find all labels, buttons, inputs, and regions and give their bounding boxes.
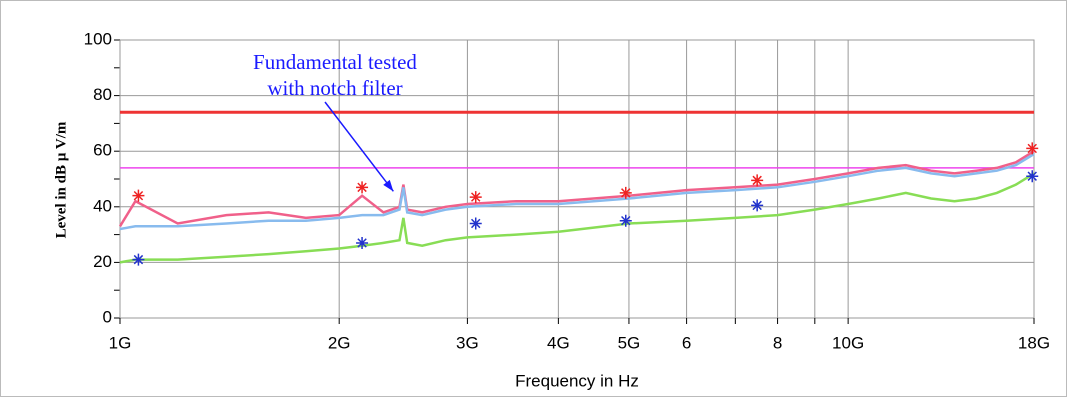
x-tick-label: 4G xyxy=(547,333,570,352)
x-tick-label: 2G xyxy=(328,333,351,352)
x-tick-label: 18G xyxy=(1018,333,1050,352)
y-tick-label: 100 xyxy=(84,29,112,48)
marker xyxy=(132,253,145,266)
marker xyxy=(469,217,482,230)
trace xyxy=(119,172,1035,264)
annotation-arrow xyxy=(324,101,394,192)
y-tick-label: 20 xyxy=(93,252,112,271)
x-tick-label: 8 xyxy=(773,333,782,352)
y-tick-label: 40 xyxy=(93,196,112,215)
x-tick-label: 6 xyxy=(682,333,691,352)
annotation: with notch filter xyxy=(267,76,402,100)
trace xyxy=(118,150,1035,227)
marker xyxy=(356,236,369,249)
y-tick-label: 0 xyxy=(103,307,112,326)
y-tick-label: 80 xyxy=(93,85,112,104)
y-axis-label: Level in dB µ V/m xyxy=(53,121,69,238)
marker xyxy=(619,186,632,199)
marker xyxy=(356,181,369,194)
x-tick-label: 10G xyxy=(832,333,864,352)
marker xyxy=(1026,142,1039,155)
x-tick-label: 3G xyxy=(456,333,479,352)
x-tick-label: 1G xyxy=(109,333,132,352)
x-tick-label: 5G xyxy=(618,333,641,352)
marker xyxy=(1026,170,1039,183)
plot-area xyxy=(119,39,1035,319)
marker xyxy=(132,189,145,202)
marker xyxy=(751,199,764,212)
marker xyxy=(469,191,482,204)
marker xyxy=(619,214,632,227)
x-axis-label: Frequency in Hz xyxy=(515,371,639,390)
arrow-head xyxy=(383,179,394,192)
y-tick-label: 60 xyxy=(93,141,112,160)
marker xyxy=(751,174,764,187)
annotation: Fundamental tested xyxy=(253,50,417,74)
trace xyxy=(119,152,1035,231)
